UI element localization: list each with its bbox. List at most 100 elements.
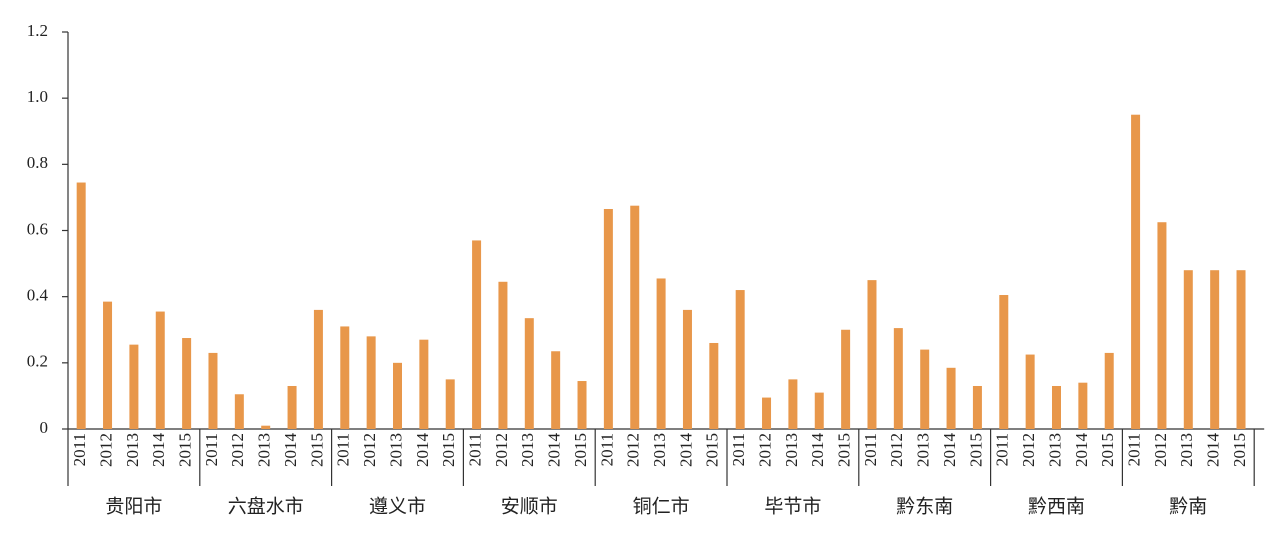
bar [340,326,350,429]
bar [1025,354,1035,429]
bar [577,381,587,429]
x-tick-label: 2015 [439,433,458,467]
x-tick-label: 2013 [650,433,669,467]
x-tick-label: 2013 [914,433,933,467]
group-label: 毕节市 [764,495,821,517]
bar [788,379,798,429]
y-tick-label: 1.2 [27,21,48,40]
x-tick-label: 2015 [571,433,590,467]
x-tick-label: 2014 [1204,433,1223,468]
bar [920,349,930,429]
group-label: 安顺市 [501,495,558,517]
x-tick-label: 2012 [96,433,115,467]
bar [155,311,165,429]
x-tick-label: 2013 [1045,433,1064,467]
bar [551,351,561,429]
bar [313,309,323,429]
bar [1236,270,1246,429]
bar [893,328,903,429]
bar [366,336,376,429]
bar [234,394,244,429]
bar [498,281,508,429]
x-tick-label: 2012 [1151,433,1170,467]
x-tick-label: 2015 [1098,433,1117,467]
bar [682,309,692,429]
x-tick-label: 2015 [703,433,722,467]
bar [182,338,192,429]
group-label: 黔西南 [1028,495,1085,517]
bar [103,301,113,429]
bar [630,205,640,429]
bar [656,278,666,429]
x-tick-label: 2011 [993,433,1012,466]
x-tick-label: 2011 [597,433,616,466]
x-tick-label: 2011 [861,433,880,466]
x-tick-label: 2011 [334,433,353,466]
group-label: 铜仁市 [633,495,690,517]
bar [1157,222,1167,429]
y-tick-label: 0.2 [27,352,48,371]
x-tick-label: 2013 [782,433,801,467]
bar [735,290,745,429]
x-tick-label: 2015 [307,433,326,467]
x-tick-label: 2014 [281,433,300,468]
bar [76,182,86,429]
x-tick-label: 2012 [492,433,511,467]
bar [1052,385,1061,429]
y-tick-label: 0 [40,418,49,437]
bar [287,385,297,429]
bar [524,318,534,429]
x-tick-label: 2014 [413,433,432,468]
x-tick-label: 2013 [123,433,142,467]
x-tick-label: 2011 [70,433,89,466]
group-label: 黔南 [1169,495,1207,517]
x-tick-label: 2012 [228,433,247,467]
x-tick-label: 2011 [465,433,484,466]
bar [709,342,719,429]
x-tick-label: 2014 [940,433,959,468]
x-tick-label: 2014 [545,433,564,468]
bar [603,208,613,429]
x-tick-label: 2012 [360,433,379,467]
bar [261,425,271,429]
y-tick-label: 1.0 [27,87,48,106]
x-tick-label: 2015 [835,433,854,467]
x-tick-label: 2012 [755,433,774,467]
group-label: 黔东南 [896,495,953,517]
bar [472,240,482,429]
bar [867,280,877,429]
x-tick-label: 2012 [624,433,643,467]
bar [419,339,429,429]
x-tick-label: 2011 [202,433,221,466]
y-tick-label: 0.4 [27,286,49,305]
x-tick-label: 2013 [255,433,274,467]
bar [841,329,851,429]
x-tick-label: 2015 [176,433,195,467]
group-label: 贵阳市 [105,495,162,517]
bar [1104,352,1114,429]
bar [208,352,218,429]
x-tick-label: 2015 [966,433,985,467]
bar [1183,270,1193,429]
y-tick-label: 0.6 [27,219,48,238]
bar [972,385,982,429]
x-tick-label: 2014 [808,433,827,468]
x-tick-label: 2013 [518,433,537,467]
x-tick-label: 2013 [1177,433,1196,467]
bar [1131,114,1141,429]
x-tick-label: 2012 [887,433,906,467]
bar [1210,270,1220,429]
y-tick-label: 0.8 [27,153,48,172]
x-tick-label: 2014 [1072,433,1091,468]
x-tick-label: 2013 [386,433,405,467]
bar [814,392,824,429]
bar [393,362,402,429]
x-tick-label: 2011 [1124,433,1143,466]
x-tick-label: 2012 [1019,433,1038,467]
bar [946,367,956,429]
x-tick-label: 2014 [149,433,168,468]
bar [762,397,772,429]
bar [1078,382,1088,429]
group-label: 遵义市 [369,495,426,517]
